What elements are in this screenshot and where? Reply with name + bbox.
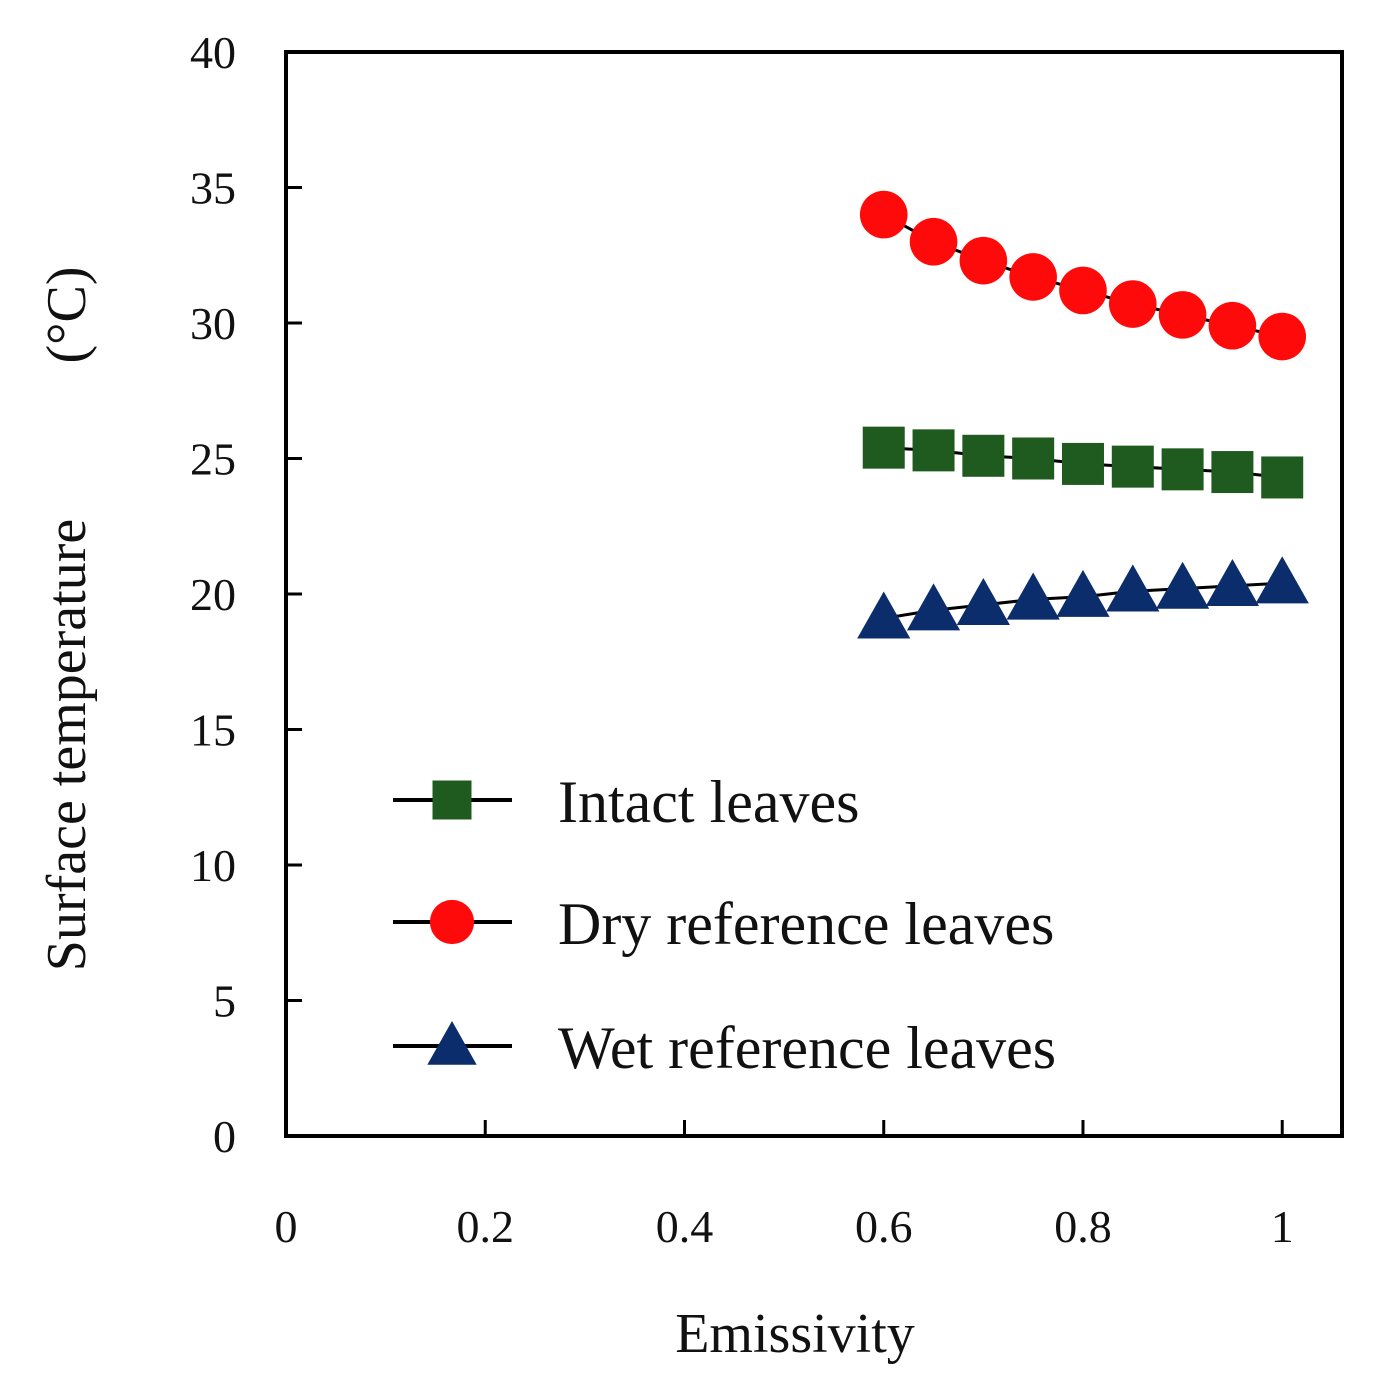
data-point bbox=[1158, 291, 1207, 339]
data-point bbox=[962, 434, 1005, 477]
y-axis-title: Surface temperature bbox=[36, 519, 98, 971]
y-tick-label: 5 bbox=[213, 976, 236, 1027]
data-point bbox=[1061, 442, 1104, 485]
y-tick-label: 10 bbox=[190, 840, 236, 891]
data-point bbox=[1205, 558, 1260, 607]
legend: Intact leaves Dry reference leaves Wet ref… bbox=[393, 769, 1056, 1081]
data-point bbox=[1056, 569, 1110, 617]
x-tick-label: 0 bbox=[275, 1201, 298, 1252]
y-tick-label: 15 bbox=[190, 705, 236, 756]
data-point bbox=[909, 217, 958, 266]
legend-marker bbox=[429, 899, 475, 945]
data-point bbox=[912, 429, 955, 472]
data-point bbox=[1211, 451, 1254, 494]
data-point bbox=[1111, 445, 1154, 488]
x-tick-label: 0.8 bbox=[1054, 1201, 1112, 1252]
legend-marker bbox=[432, 780, 472, 820]
data-point bbox=[1108, 280, 1157, 328]
legend-label: Intact leaves bbox=[558, 769, 860, 835]
y-tick-label: 30 bbox=[190, 298, 236, 349]
data-point bbox=[857, 591, 911, 639]
y-tick-label: 20 bbox=[190, 569, 236, 620]
y-axis-unit: (°C) bbox=[36, 266, 98, 363]
data-point bbox=[956, 577, 1010, 625]
data-point bbox=[1009, 253, 1057, 301]
data-point bbox=[1006, 572, 1060, 620]
data-point bbox=[1255, 556, 1309, 604]
y-tick-label: 25 bbox=[190, 434, 236, 485]
x-axis-title: Emissivity bbox=[675, 1303, 915, 1365]
y-tick-label: 40 bbox=[190, 27, 236, 78]
data-point bbox=[1208, 301, 1257, 350]
data-point bbox=[859, 190, 908, 239]
data-point bbox=[959, 236, 1008, 285]
series-triangle bbox=[857, 556, 1309, 639]
data-point bbox=[862, 426, 905, 469]
series-circle bbox=[859, 190, 1307, 361]
x-tick-label: 0.4 bbox=[656, 1201, 714, 1252]
data-point bbox=[1161, 448, 1204, 491]
y-axis: 0 5 10 15 20 25 30 35 40 bbox=[190, 27, 302, 1162]
y-tick-label: 35 bbox=[190, 163, 236, 214]
data-point bbox=[1012, 437, 1055, 480]
legend-item: Dry reference leaves bbox=[393, 891, 1054, 957]
legend-item: Intact leaves bbox=[393, 769, 860, 835]
y-tick-label: 0 bbox=[213, 1111, 236, 1162]
legend-label: Dry reference leaves bbox=[558, 891, 1054, 957]
legend-label: Wet reference leaves bbox=[558, 1015, 1056, 1081]
data-point bbox=[906, 583, 961, 631]
x-tick-label: 0.6 bbox=[855, 1201, 913, 1252]
data-point bbox=[1156, 561, 1210, 609]
legend-marker bbox=[427, 1021, 477, 1065]
series-layer bbox=[857, 190, 1309, 639]
x-axis: 0 0.2 0.4 0.6 0.8 1 bbox=[275, 1120, 1294, 1252]
data-point bbox=[1258, 312, 1307, 361]
data-point bbox=[1106, 564, 1160, 612]
data-point bbox=[1261, 456, 1304, 499]
series-square bbox=[862, 426, 1304, 499]
data-point bbox=[1059, 266, 1107, 315]
x-tick-label: 1 bbox=[1271, 1201, 1294, 1252]
legend-item: Wet reference leaves bbox=[393, 1015, 1056, 1081]
x-tick-label: 0.2 bbox=[456, 1201, 514, 1252]
